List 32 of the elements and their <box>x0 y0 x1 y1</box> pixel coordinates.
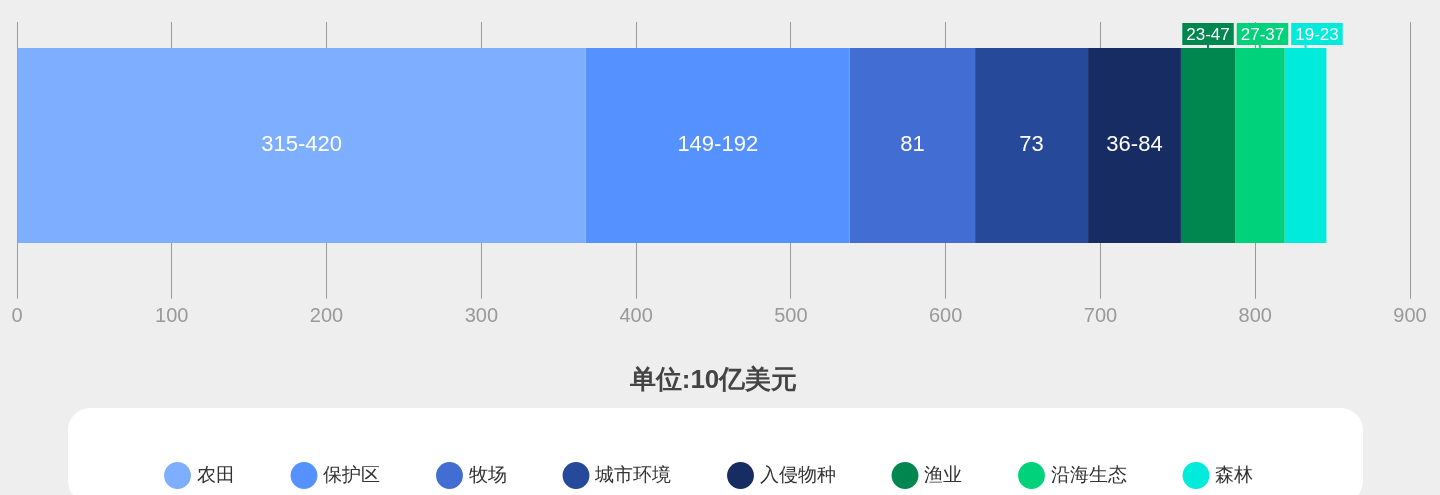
bar <box>1088 47 1181 243</box>
data-label: 36-84 <box>1106 131 1163 157</box>
legend-label: 入侵物种 <box>759 463 836 485</box>
x-tick-label: 900 <box>1393 304 1427 327</box>
x-tick-label: 400 <box>619 304 653 327</box>
data-label: 27-37 <box>1240 24 1285 44</box>
data-label: 19-23 <box>1295 24 1339 44</box>
legend-label: 森林 <box>1215 463 1253 485</box>
bar <box>849 47 976 243</box>
data-label: 149-192 <box>677 131 759 157</box>
x-tick-label: 500 <box>774 304 808 327</box>
x-tick-label: 600 <box>928 304 963 327</box>
x-tick-label: 100 <box>155 304 189 327</box>
bar <box>585 47 850 243</box>
legend-label: 沿海生态 <box>1050 463 1127 485</box>
bar <box>975 47 1089 243</box>
x-tick-label: 0 <box>11 304 23 327</box>
legend-label: 渔业 <box>924 463 962 485</box>
legend-label: 保护区 <box>323 463 380 485</box>
legend-label: 城市环境 <box>594 463 671 485</box>
data-label: 315-420 <box>261 131 343 157</box>
x-axis-title: 单位:10亿美元 <box>628 363 798 394</box>
data-label: 73 <box>1019 131 1044 157</box>
x-tick-label: 300 <box>464 304 499 327</box>
x-tick-label: 700 <box>1083 304 1118 327</box>
x-tick-label: 200 <box>309 304 344 327</box>
x-tick-label: 800 <box>1238 304 1272 327</box>
legend-label: 牧场 <box>468 463 507 485</box>
data-label: 81 <box>900 131 925 157</box>
data-label: 23-47 <box>1186 24 1230 44</box>
legend-label: 农田 <box>196 463 235 485</box>
bar <box>17 47 586 243</box>
